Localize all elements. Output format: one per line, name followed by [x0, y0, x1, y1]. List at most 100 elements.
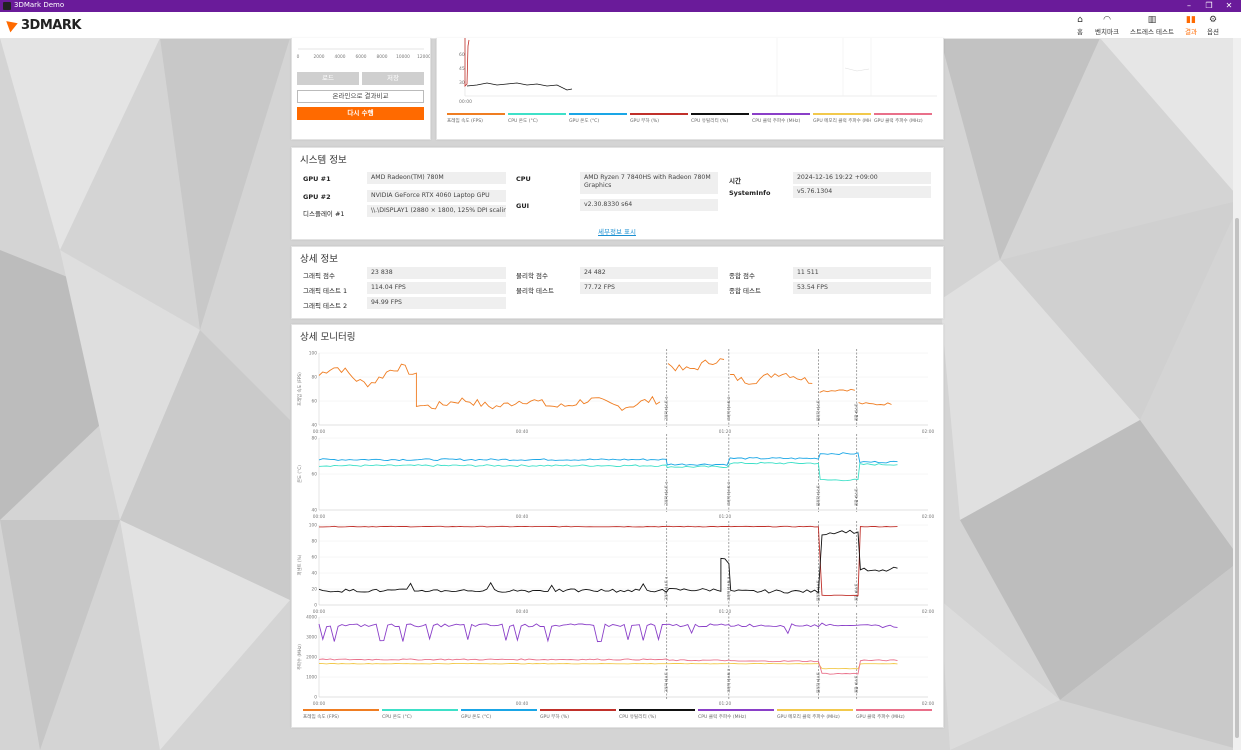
load-button[interactable]: 로드 — [297, 72, 359, 85]
minimize-button[interactable]: – — [1187, 1, 1191, 10]
test-marker-label: 종합 테스트 — [854, 403, 859, 421]
close-button[interactable]: ✕ — [1225, 1, 1233, 10]
gpu-temp-series — [318, 452, 898, 466]
logo-text: 3DMARK — [21, 17, 81, 33]
combined-score-label: 종합 점수 — [729, 272, 755, 280]
legend-item[interactable]: CPU 온도 (°C) — [508, 113, 566, 124]
test-marker-label: 종합 테스트 — [854, 675, 859, 693]
distribution-x-tick: 6000 — [356, 54, 367, 60]
graphics-test2-label: 그래픽 테스트 2 — [303, 302, 348, 310]
monitoring-title: 상세 모니터링 — [300, 332, 356, 343]
nav-options[interactable]: ⚙ 옵션 — [1204, 15, 1222, 36]
fps-series — [858, 402, 892, 406]
system-info-card: 시스템 정보 GPU #1 AMD Radeon(TM) 780M GPU #2… — [291, 147, 944, 240]
legend-item[interactable]: CPU 클럭 주파수 (MHz) — [698, 709, 774, 720]
y-axis-label: 프레임 속도 (FPS) — [296, 372, 303, 406]
legend-item[interactable]: 프레임 속도 (FPS) — [303, 709, 379, 720]
show-details-link[interactable]: 세부정보 표시 — [598, 228, 636, 236]
test-marker-label: 그래픽 테스트 2 — [726, 669, 731, 693]
display-label: 디스플레이 #1 — [303, 210, 345, 218]
y-tick-label: 4000 — [306, 615, 317, 621]
legend-item[interactable]: GPU 클럭 주파수 (MHz) — [874, 113, 932, 124]
run-again-button[interactable]: 다시 수행 — [297, 107, 424, 120]
test-marker-label: 종합 테스트 — [854, 488, 859, 506]
y-tick-label: 20 — [312, 587, 318, 593]
cpu-util-series — [318, 529, 898, 594]
nav-results[interactable]: ▮▮ 결과 — [1182, 15, 1200, 36]
time-tick-label: 00:00 — [313, 609, 326, 615]
app-logo[interactable]: 3DMARK — [6, 17, 81, 33]
logo-mark-icon — [6, 17, 20, 33]
monitoring-card: 상세 모니터링 100 80 60 40 프레임 속도 (FPS) 00:00 00:40 0… — [291, 324, 944, 728]
monitoring-charts: 100 80 60 40 프레임 속도 (FPS) 00:00 00:40 01:20 02:0… — [296, 349, 935, 707]
save-button[interactable]: 저장 — [362, 72, 424, 85]
score-distribution-card: 0 2000 4000 6000 8000 10000 12000 로드 저장 온라인으로 … — [291, 38, 431, 140]
scrollbar-thumb[interactable] — [1235, 218, 1239, 738]
legend-item[interactable]: GPU 메모리 클럭 주파수 (MHz) — [813, 113, 871, 124]
time-tick-label: 02:00 — [922, 701, 935, 707]
legend-item[interactable]: CPU 온도 (°C) — [382, 709, 458, 720]
graphics-score-label: 그래픽 점수 — [303, 272, 335, 280]
time-tick-label: 00:00 — [313, 701, 326, 707]
legend-item[interactable]: GPU 온도 (°C) — [569, 113, 627, 124]
test-marker-label: 물리학 테스트 — [815, 671, 820, 693]
window-title: 3DMark Demo — [14, 1, 65, 9]
time-tick-label: 02:00 — [922, 429, 935, 435]
legend-item[interactable]: CPU 유틸리티 (%) — [691, 113, 749, 124]
nav-stress-label: 스트레스 테스트 — [1130, 28, 1174, 36]
time-tick-label: 01:20 — [719, 701, 732, 707]
compare-online-button[interactable]: 온라인으로 결과비교 — [297, 90, 424, 103]
gpu1-label: GPU #1 — [303, 175, 331, 183]
distribution-x-tick: 4000 — [335, 54, 346, 60]
fps-series — [730, 372, 813, 385]
distribution-x-tick: 12000 — [417, 54, 430, 60]
distribution-x-tick: 8000 — [377, 54, 388, 60]
mini-monitor-chart: 60 45 30 00:00 — [459, 38, 937, 105]
y-tick-label: 60 — [312, 472, 318, 478]
systeminfo-value: v5.76.1304 — [793, 186, 931, 198]
maximize-button[interactable]: ❐ — [1205, 1, 1213, 10]
y-axis-label: 퍼센트 (%) — [296, 554, 303, 575]
time-tick-label: 00:40 — [516, 701, 529, 707]
gear-icon: ⚙ — [1208, 15, 1218, 25]
legend-item[interactable]: CPU 유틸리티 (%) — [619, 709, 695, 720]
time-tick-label: 00:00 — [313, 514, 326, 520]
legend-item[interactable]: GPU 메모리 클럭 주파수 (MHz) — [777, 709, 853, 720]
legend-item[interactable]: GPU 부하 (%) — [630, 113, 688, 124]
graphics-test2-value: 94.99 FPS — [367, 297, 506, 309]
detail-info-card: 상세 정보 그래픽 점수 23 838 그래픽 테스트 1 114.04 FPS… — [291, 246, 944, 319]
nav-home-label: 홈 — [1077, 28, 1083, 36]
graphics-test1-value: 114.04 FPS — [367, 282, 506, 294]
window-titlebar: 3DMark Demo – ❐ ✕ — [0, 0, 1241, 12]
nav-benchmark-label: 벤치마크 — [1095, 28, 1119, 36]
gpu-clock-series — [318, 658, 898, 675]
page-scrollbar[interactable] — [1233, 38, 1241, 750]
y-tick-label: 40 — [312, 423, 318, 429]
graphics-test1-label: 그래픽 테스트 1 — [303, 287, 348, 295]
physics-test-value: 77.72 FPS — [580, 282, 718, 294]
nav-benchmark[interactable]: ◠ 벤치마크 — [1090, 15, 1124, 36]
fps-series — [819, 388, 856, 393]
test-marker-label: 물리학 테스트 — [815, 579, 820, 601]
systeminfo-label: SystemInfo — [729, 189, 771, 197]
bar-chart-icon: ▥ — [1147, 15, 1157, 25]
time-tick-label: 00:40 — [516, 609, 529, 615]
monitoring-chart-3: 100 80 60 40 20 0 퍼센트 (%) 00:00 00:40 01:20 02:00 그… — [296, 521, 934, 615]
mini-time-tick: 00:00 — [459, 99, 472, 105]
legend-item[interactable]: 프레임 속도 (FPS) — [447, 113, 505, 124]
legend-item[interactable]: GPU 클럭 주파수 (MHz) — [856, 709, 932, 720]
nav-stress-test[interactable]: ▥ 스트레스 테스트 — [1126, 15, 1178, 36]
nav-results-label: 결과 — [1185, 28, 1197, 36]
gpu2-value: NVIDIA GeForce RTX 4060 Laptop GPU — [367, 190, 506, 202]
gpu2-label: GPU #2 — [303, 193, 331, 201]
app-header: 3DMARK ⌂ 홈 ◠ 벤치마크 ▥ 스트레스 테스트 ▮▮ 결과 ⚙ 옵션 — [0, 12, 1241, 39]
legend-item[interactable]: GPU 온도 (°C) — [461, 709, 537, 720]
legend-item[interactable]: CPU 클럭 주파수 (MHz) — [752, 113, 810, 124]
y-axis-label: 온도 (°C) — [297, 465, 303, 483]
fps-series — [667, 358, 725, 372]
legend-item[interactable]: GPU 부하 (%) — [540, 709, 616, 720]
physics-test-label: 물리학 테스트 — [516, 287, 554, 295]
y-tick-label: 60 — [312, 399, 318, 405]
time-label: 시간 — [729, 177, 741, 185]
nav-home[interactable]: ⌂ 홈 — [1072, 15, 1088, 36]
